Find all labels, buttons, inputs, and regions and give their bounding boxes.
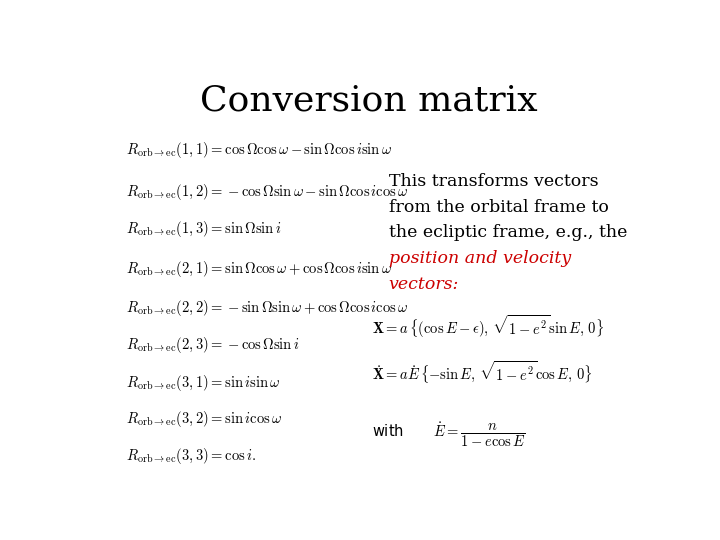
Text: $\dot{\mathbf{X}} = a\dot{E}\,\{-\sin E,\,\sqrt{1-e^2}\cos E,\,0\}$: $\dot{\mathbf{X}} = a\dot{E}\,\{-\sin E,… [372,360,592,385]
Text: vectors:: vectors: [389,276,459,293]
Text: $R_{\mathrm{orb}\rightarrow\mathrm{ec}}(3,1) = \sin i\sin\omega$: $R_{\mathrm{orb}\rightarrow\mathrm{ec}}(… [126,373,281,393]
Text: $R_{\mathrm{orb}\rightarrow\mathrm{ec}}(1,2) = -\cos\Omega\sin\omega - \sin\Omeg: $R_{\mathrm{orb}\rightarrow\mathrm{ec}}(… [126,181,409,201]
Text: from the orbital frame to: from the orbital frame to [389,199,608,215]
Text: This transforms vectors: This transforms vectors [389,173,598,190]
Text: $R_{\mathrm{orb}\rightarrow\mathrm{ec}}(2,1) = \sin\Omega\cos\omega + \cos\Omega: $R_{\mathrm{orb}\rightarrow\mathrm{ec}}(… [126,259,392,279]
Text: $R_{\mathrm{orb}\rightarrow\mathrm{ec}}(2,2) = -\sin\Omega\sin\omega + \cos\Omeg: $R_{\mathrm{orb}\rightarrow\mathrm{ec}}(… [126,298,409,318]
Text: $R_{\mathrm{orb}\rightarrow\mathrm{ec}}(3,3) = \cos i.$: $R_{\mathrm{orb}\rightarrow\mathrm{ec}}(… [126,446,256,465]
Text: $R_{\mathrm{orb}\rightarrow\mathrm{ec}}(3,2) = \sin i\cos\omega$: $R_{\mathrm{orb}\rightarrow\mathrm{ec}}(… [126,409,282,429]
Text: the ecliptic frame, e.g., the: the ecliptic frame, e.g., the [389,224,627,241]
Text: position and velocity: position and velocity [389,250,571,267]
Text: $R_{\mathrm{orb}\rightarrow\mathrm{ec}}(2,3) = -\cos\Omega\sin i$: $R_{\mathrm{orb}\rightarrow\mathrm{ec}}(… [126,335,300,355]
Text: with $\qquad\dot{E} = \dfrac{n}{1 - e\cos E}$: with $\qquad\dot{E} = \dfrac{n}{1 - e\co… [372,421,526,449]
Text: $\mathbf{X} = a\,\{(\cos E - \epsilon),\,\sqrt{1-e^2}\sin E,\,0\}$: $\mathbf{X} = a\,\{(\cos E - \epsilon),\… [372,313,604,340]
Text: $R_{\mathrm{orb}\rightarrow\mathrm{ec}}(1,1) = \cos\Omega\cos\omega - \sin\Omega: $R_{\mathrm{orb}\rightarrow\mathrm{ec}}(… [126,140,392,160]
Text: $R_{\mathrm{orb}\rightarrow\mathrm{ec}}(1,3) = \sin\Omega\sin i$: $R_{\mathrm{orb}\rightarrow\mathrm{ec}}(… [126,219,282,239]
Text: Conversion matrix: Conversion matrix [200,84,538,118]
